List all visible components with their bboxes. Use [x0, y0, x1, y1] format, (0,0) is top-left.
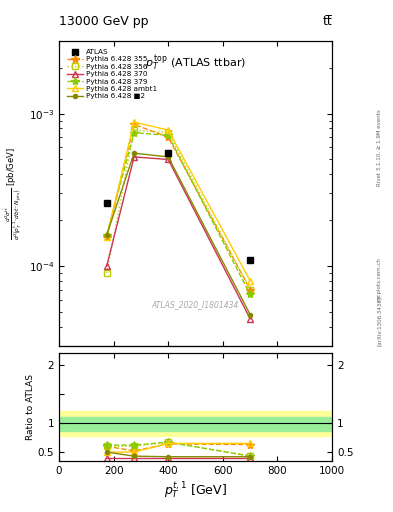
- Text: 13000 GeV pp: 13000 GeV pp: [59, 15, 149, 28]
- Y-axis label: Ratio to ATLAS: Ratio to ATLAS: [26, 374, 35, 440]
- Bar: [59, 412, 332, 436]
- Text: [arXiv:1306.3436]: [arXiv:1306.3436]: [377, 296, 382, 346]
- Text: $p_T^{\,\mathrm{top}}$ (ATLAS ttbar): $p_T^{\,\mathrm{top}}$ (ATLAS ttbar): [145, 53, 246, 73]
- X-axis label: $p_T^{t,1}$ [GeV]: $p_T^{t,1}$ [GeV]: [164, 481, 227, 501]
- Text: mcplots.cern.ch: mcplots.cern.ch: [377, 257, 382, 301]
- Y-axis label: $\frac{d^2\sigma^{t\bar{t}}}{d^2\!\left(p_T^{t,1}\!\cdot\!dbt\cdot N_{jets}\righ: $\frac{d^2\sigma^{t\bar{t}}}{d^2\!\left(…: [2, 147, 24, 240]
- Text: tt̅: tt̅: [322, 15, 332, 28]
- Text: ATLAS_2020_I1801434: ATLAS_2020_I1801434: [152, 300, 239, 309]
- Bar: [59, 417, 332, 431]
- Legend: ATLAS, Pythia 6.428 355, Pythia 6.428 356, Pythia 6.428 370, Pythia 6.428 379, P: ATLAS, Pythia 6.428 355, Pythia 6.428 35…: [65, 48, 158, 101]
- Text: Rivet 3.1.10, ≥ 1.9M events: Rivet 3.1.10, ≥ 1.9M events: [377, 109, 382, 186]
